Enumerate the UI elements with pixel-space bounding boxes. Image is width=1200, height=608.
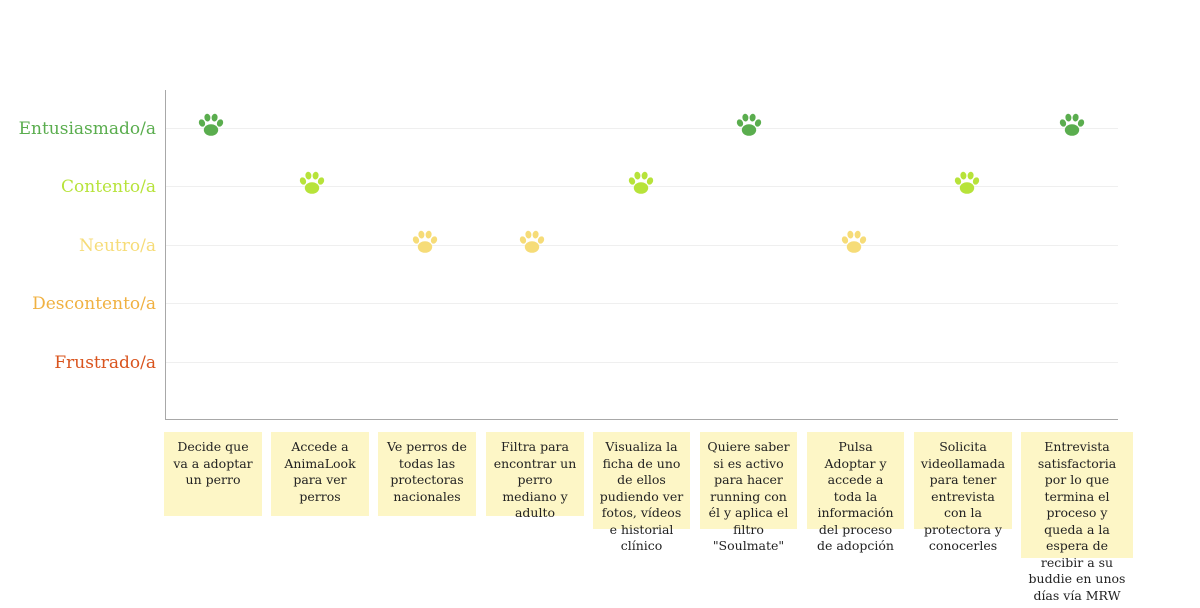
paw-icon (518, 230, 546, 253)
paw-icon (411, 230, 439, 253)
y-level-label: Neutro/a (79, 236, 156, 256)
paw-icon (953, 171, 981, 194)
y-axis-labels: Entusiasmado/a Contento/a Neutro/a Desconte… (19, 119, 156, 373)
paw-icon (298, 171, 326, 194)
y-level-label: Frustrado/a (54, 353, 156, 373)
paw-icon (840, 230, 868, 253)
paw-icon (1058, 113, 1086, 136)
gridlines (166, 128, 1118, 363)
y-level-label: Contento/a (61, 177, 156, 197)
markers (197, 113, 1086, 253)
paw-icon (735, 113, 763, 136)
y-level-label: Entusiasmado/a (19, 119, 156, 139)
paw-icon (197, 113, 225, 136)
y-level-label: Descontento/a (32, 294, 156, 314)
paw-icon (627, 171, 655, 194)
